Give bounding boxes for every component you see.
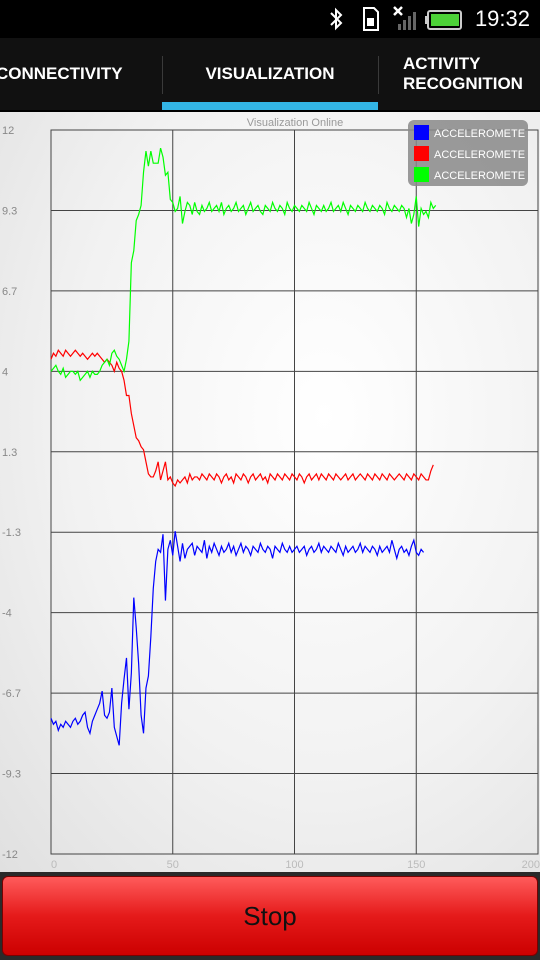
tab-bar: CONNECTIVITY VISUALIZATION ACTIVITY RECO… xyxy=(0,38,540,112)
status-bar: 19:32 xyxy=(0,0,540,38)
legend-swatch-1 xyxy=(414,146,429,161)
y-tick-label: 6.7 xyxy=(2,286,17,298)
accelerometer-chart: 12 9.3 6.7 4 1.3 -1.3 -4 -6.7 -9.3 -12 0 50 100 150 20… xyxy=(2,117,540,871)
y-tick-label: -6.7 xyxy=(2,688,21,700)
legend-swatch-2 xyxy=(414,167,429,182)
tab-activity-recognition-label: ACTIVITY RECOGNITION xyxy=(403,54,523,93)
y-tick-label: 4 xyxy=(2,366,8,378)
battery-icon xyxy=(425,10,462,30)
tab-visualization[interactable]: VISUALIZATION xyxy=(162,38,378,110)
stop-button[interactable]: Stop xyxy=(2,876,538,956)
series-line-1 xyxy=(50,349,434,488)
y-tick-label: 9.3 xyxy=(2,205,17,217)
legend-box xyxy=(408,120,528,186)
y-tick-label: -1.3 xyxy=(2,527,21,539)
y-tick-label: -9.3 xyxy=(2,769,21,781)
y-tick-label: -12 xyxy=(2,849,18,861)
y-tick-label: 1.3 xyxy=(2,447,17,459)
series-line-0 xyxy=(50,531,425,746)
status-time: 19:32 xyxy=(474,6,530,31)
chart-area: 12 9.3 6.7 4 1.3 -1.3 -4 -6.7 -9.3 -12 0 50 100 150 20… xyxy=(0,112,540,872)
legend-label-0: ACCELEROMETER_ xyxy=(434,128,540,140)
x-tick-label: 50 xyxy=(167,859,179,871)
sd-card-icon xyxy=(363,7,379,31)
x-tick-label: 100 xyxy=(285,859,303,871)
signal-icon xyxy=(393,6,416,30)
x-tick-label: 200 xyxy=(522,859,540,871)
series-line-2 xyxy=(50,147,437,382)
y-tick-label: -4 xyxy=(2,608,12,620)
chart-title: Visualization Online xyxy=(247,117,343,129)
bottom-bar: Stop xyxy=(0,872,540,960)
x-tick-label: 0 xyxy=(51,859,57,871)
legend-swatch-0 xyxy=(414,125,429,140)
legend-label-1: ACCELEROMETER_ xyxy=(434,149,540,161)
legend-label-2: ACCELEROMETER_ xyxy=(434,170,540,182)
tab-connectivity-label: CONNECTIVITY xyxy=(0,64,123,83)
tab-activity-recognition[interactable]: ACTIVITY RECOGNITION xyxy=(378,38,540,110)
tab-visualization-label: VISUALIZATION xyxy=(205,64,335,83)
stop-button-label: Stop xyxy=(243,900,297,931)
x-tick-label: 150 xyxy=(407,859,425,871)
tab-connectivity[interactable]: CONNECTIVITY xyxy=(0,38,162,110)
bluetooth-icon xyxy=(330,7,343,31)
y-tick-label: 12 xyxy=(2,125,14,137)
